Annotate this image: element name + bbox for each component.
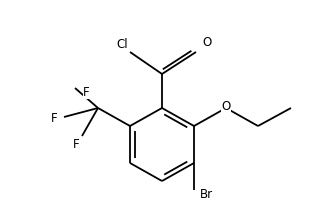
Text: F: F — [73, 138, 80, 150]
Text: O: O — [203, 36, 212, 48]
Text: Cl: Cl — [116, 38, 128, 51]
Text: F: F — [83, 86, 90, 98]
Text: Br: Br — [200, 188, 213, 200]
Text: F: F — [50, 112, 57, 126]
Text: O: O — [221, 100, 231, 114]
